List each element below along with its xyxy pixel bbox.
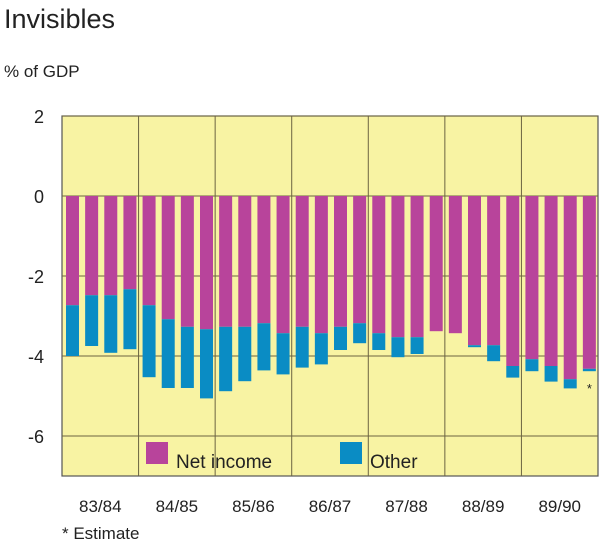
bar-other [544, 366, 558, 382]
bar-net-income [180, 196, 194, 327]
bar-net-income [295, 196, 309, 327]
y-tick-label: 2 [34, 107, 44, 127]
bar-net-income [429, 196, 443, 332]
bar-net-income [391, 196, 405, 338]
y-tick-label: -4 [28, 347, 44, 367]
bar-net-income [468, 196, 481, 346]
y-axis-label: % of GDP [4, 62, 80, 81]
y-tick-label: -2 [28, 267, 44, 287]
bar-other [410, 337, 424, 354]
bar-net-income [487, 196, 501, 346]
bar-other [66, 305, 79, 356]
bar-other [142, 305, 156, 378]
bar-net-income [257, 196, 271, 324]
bar-other [161, 319, 175, 388]
bar-net-income [161, 196, 175, 320]
bar-other [238, 326, 252, 382]
bar-net-income [544, 196, 558, 366]
bar-other [295, 326, 309, 368]
bar-other [85, 295, 99, 346]
x-tick-label: 89/90 [538, 497, 581, 516]
bar-other [200, 329, 213, 399]
bar-net-income [525, 196, 539, 360]
bar-other [487, 345, 501, 362]
x-tick-label: 84/85 [156, 497, 199, 516]
legend-swatch [146, 442, 168, 464]
bar-net-income [200, 196, 213, 330]
bar-other [276, 333, 290, 375]
bar-net-income [276, 196, 290, 334]
bar-net-income [410, 196, 424, 338]
bar-net-income [66, 196, 79, 306]
bar-net-income [219, 196, 233, 327]
bar-other [314, 333, 328, 365]
bar-other [391, 337, 405, 358]
bar-net-income [334, 196, 347, 327]
bar-other [180, 326, 194, 388]
bar-net-income [142, 196, 156, 306]
chart-title: Invisibles [4, 4, 116, 34]
bar-net-income [85, 196, 99, 296]
bar-other [468, 345, 481, 348]
x-tick-label: 83/84 [79, 497, 122, 516]
legend-label: Other [370, 452, 418, 473]
bar-other [334, 326, 347, 350]
x-tick-label: 85/86 [232, 497, 275, 516]
x-tick-label: 87/88 [385, 497, 428, 516]
bar-net-income [582, 196, 596, 369]
bar-other [123, 289, 137, 350]
bar-net-income [314, 196, 328, 334]
bar-other [219, 326, 233, 392]
bar-other [506, 366, 520, 378]
footnote: * Estimate [62, 524, 140, 543]
bar-other [353, 323, 367, 344]
bar-net-income [104, 196, 118, 296]
bar-other [563, 379, 577, 389]
bar-net-income [372, 196, 386, 334]
bar-other [257, 323, 271, 371]
bar-other [104, 295, 118, 353]
bar-net-income [238, 196, 252, 327]
bar-net-income [353, 196, 367, 324]
bar-net-income [506, 196, 520, 366]
bar-other [582, 368, 596, 372]
bar-other [525, 359, 539, 372]
y-tick-label: -6 [28, 427, 44, 447]
legend-swatch [340, 442, 362, 464]
bar-net-income [123, 196, 137, 290]
x-tick-label: 86/87 [309, 497, 352, 516]
y-tick-label: 0 [34, 187, 44, 207]
bar-other [372, 333, 386, 350]
x-tick-label: 88/89 [462, 497, 505, 516]
bar-net-income [563, 196, 577, 380]
legend-label: Net income [176, 452, 272, 473]
bar-net-income [448, 196, 462, 334]
estimate-marker: * [587, 381, 592, 396]
